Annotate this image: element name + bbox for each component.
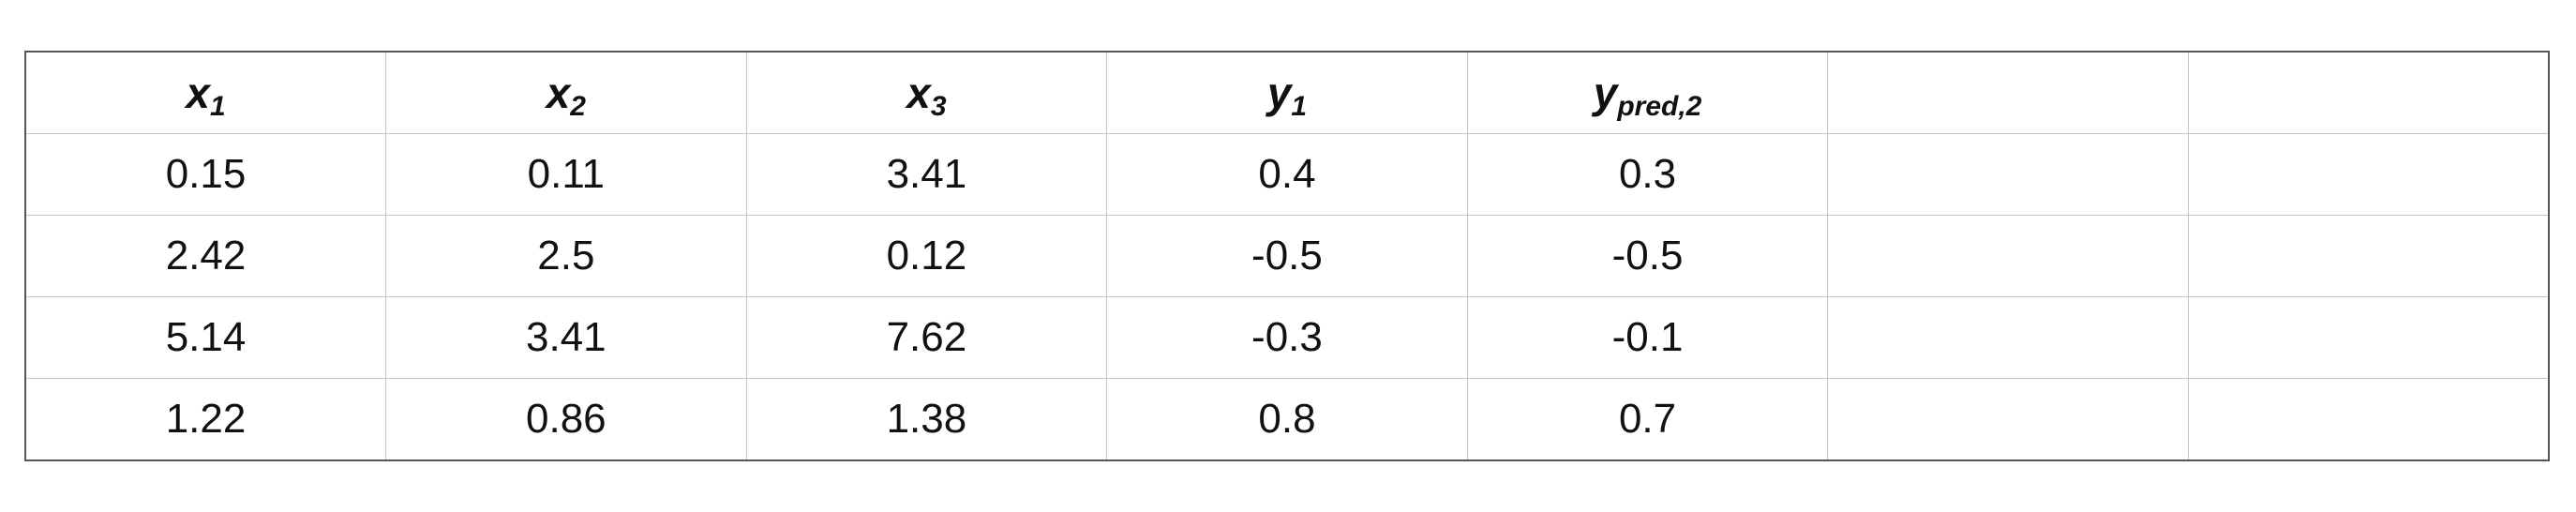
table-cell: 0.11 bbox=[385, 133, 747, 216]
table-row: 2.42 2.5 0.12 -0.5 -0.5 bbox=[24, 215, 2550, 297]
table-row: 1.22 0.86 1.38 0.8 0.7 bbox=[24, 378, 2550, 461]
table-cell: 1.22 bbox=[24, 378, 387, 461]
table-cell-empty bbox=[1827, 296, 2189, 379]
column-header: x1 bbox=[24, 51, 387, 134]
data-table-container: x1 x2 x3 y1 ypred,2 0.15 0.11 3.41 0.4 0… bbox=[24, 51, 2550, 461]
table-cell: 0.15 bbox=[24, 133, 387, 216]
table-cell: -0.3 bbox=[1106, 296, 1468, 379]
table-cell: 7.62 bbox=[745, 296, 1108, 379]
header-row: x1 x2 x3 y1 ypred,2 bbox=[24, 51, 2550, 134]
table-cell: 3.41 bbox=[385, 296, 747, 379]
table-cell: -0.1 bbox=[1466, 296, 1829, 379]
table-cell-empty bbox=[2187, 215, 2550, 297]
table-cell: 0.86 bbox=[385, 378, 747, 461]
column-header-empty bbox=[2187, 51, 2550, 134]
column-header: ypred,2 bbox=[1466, 51, 1829, 134]
table-cell-empty bbox=[1827, 133, 2189, 216]
table-cell-empty bbox=[1827, 215, 2189, 297]
table-cell: 0.8 bbox=[1106, 378, 1468, 461]
table-cell: -0.5 bbox=[1466, 215, 1829, 297]
table-cell: 5.14 bbox=[24, 296, 387, 379]
table-cell: 0.3 bbox=[1466, 133, 1829, 216]
data-table: x1 x2 x3 y1 ypred,2 0.15 0.11 3.41 0.4 0… bbox=[24, 51, 2550, 461]
table-cell: 3.41 bbox=[745, 133, 1108, 216]
table-row: 0.15 0.11 3.41 0.4 0.3 bbox=[24, 133, 2550, 216]
table-cell-empty bbox=[2187, 378, 2550, 461]
table-cell: 0.12 bbox=[745, 215, 1108, 297]
table-cell-empty bbox=[2187, 133, 2550, 216]
column-header: x2 bbox=[385, 51, 747, 134]
table-cell: -0.5 bbox=[1106, 215, 1468, 297]
column-header: x3 bbox=[745, 51, 1108, 134]
table-cell: 2.5 bbox=[385, 215, 747, 297]
column-header: y1 bbox=[1106, 51, 1468, 134]
table-cell: 2.42 bbox=[24, 215, 387, 297]
table-row: 5.14 3.41 7.62 -0.3 -0.1 bbox=[24, 296, 2550, 379]
column-header-empty bbox=[1827, 51, 2189, 134]
table-cell: 1.38 bbox=[745, 378, 1108, 461]
table-cell: 0.7 bbox=[1466, 378, 1829, 461]
table-cell: 0.4 bbox=[1106, 133, 1468, 216]
table-cell-empty bbox=[2187, 296, 2550, 379]
table-cell-empty bbox=[1827, 378, 2189, 461]
